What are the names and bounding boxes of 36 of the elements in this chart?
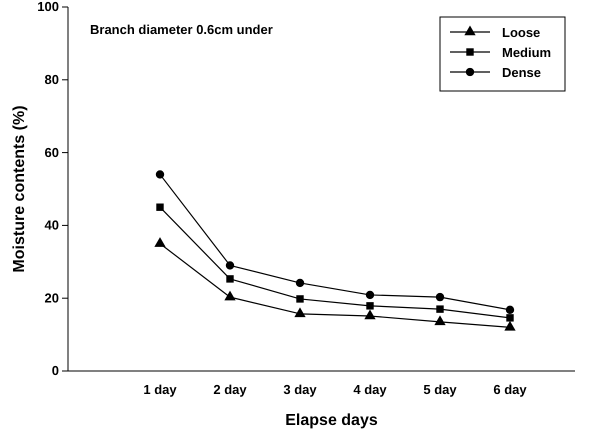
point bbox=[504, 320, 516, 331]
point bbox=[296, 295, 304, 303]
legend-label: Dense bbox=[502, 65, 542, 80]
point bbox=[226, 275, 234, 283]
point bbox=[156, 170, 164, 179]
point bbox=[224, 290, 236, 300]
point bbox=[436, 305, 444, 313]
point bbox=[154, 237, 166, 247]
point bbox=[294, 307, 306, 318]
point bbox=[364, 310, 376, 320]
x-axis-title: Elapse days bbox=[285, 412, 378, 429]
x-tick-label: 5 day bbox=[423, 382, 458, 398]
y-tick-label: 100 bbox=[37, 0, 59, 14]
legend-label: Loose bbox=[502, 25, 540, 40]
y-tick-label: 0 bbox=[52, 363, 59, 378]
x-tick-label: 1 day bbox=[143, 382, 178, 398]
point bbox=[434, 315, 446, 326]
point bbox=[506, 306, 514, 314]
x-tick-label: 6 day bbox=[493, 382, 528, 398]
point bbox=[436, 292, 444, 302]
point bbox=[296, 278, 304, 288]
x-tick-label: 2 day bbox=[213, 382, 248, 398]
y-axis-title: Moisture contents (%) bbox=[11, 105, 28, 273]
legend-label: Medium bbox=[502, 45, 552, 60]
x-tick-label: 3 day bbox=[283, 382, 318, 398]
y-tick-label: 40 bbox=[44, 218, 59, 233]
y-tick-label: 20 bbox=[44, 290, 59, 306]
point bbox=[366, 302, 374, 310]
annotation: Branch diameter 0.6cm under bbox=[90, 22, 273, 37]
point bbox=[366, 290, 374, 300]
point bbox=[506, 314, 514, 322]
x-tick-label: 4 day bbox=[353, 382, 388, 398]
point bbox=[156, 203, 164, 211]
y-tick-label: 60 bbox=[44, 144, 59, 160]
y-tick-label: 80 bbox=[44, 72, 59, 87]
point bbox=[226, 261, 234, 270]
